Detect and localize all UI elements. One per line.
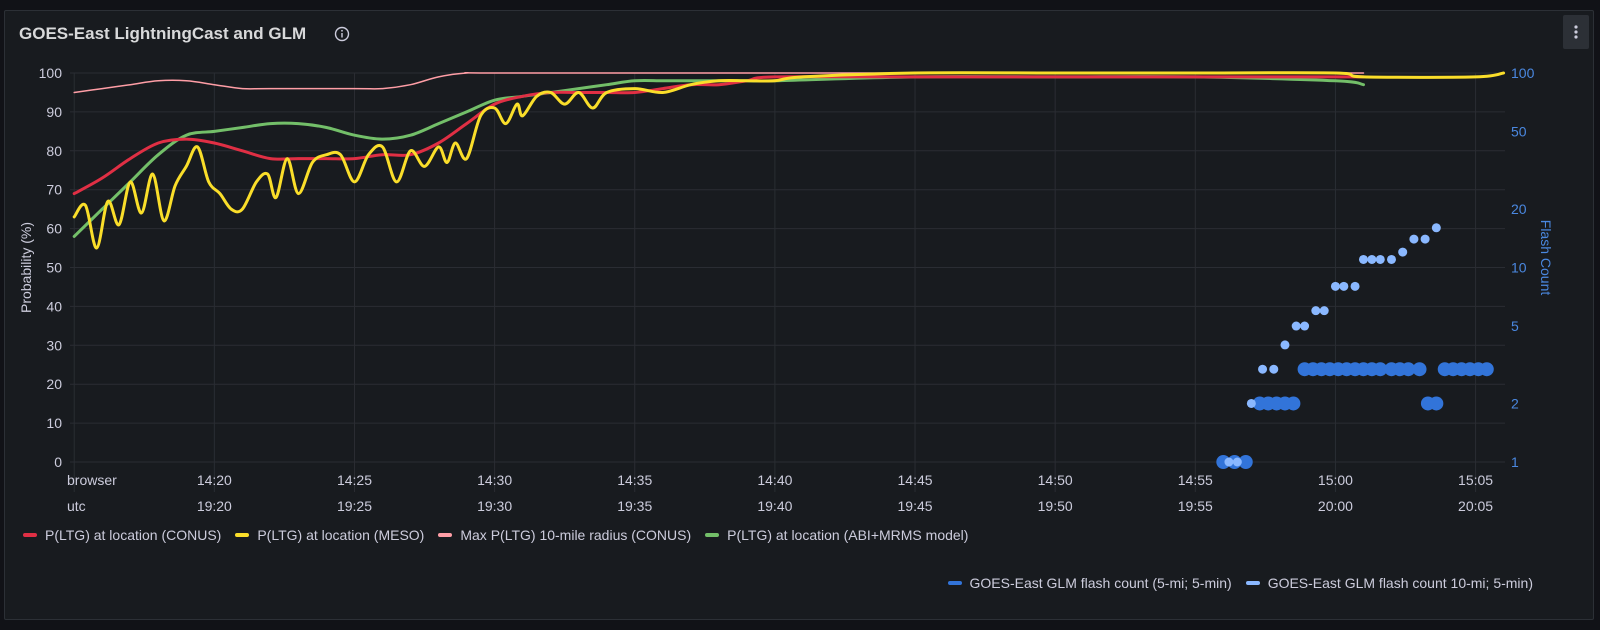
y-axis-tick-label: 90 bbox=[46, 104, 62, 120]
timezone-row-label: browser bbox=[67, 472, 117, 488]
y2-axis-title: Flash Count bbox=[1538, 220, 1554, 296]
legend-item[interactable]: GOES-East GLM flash count (5-mi; 5-min) bbox=[947, 575, 1232, 591]
legend-label: Max P(LTG) 10-mile radius (CONUS) bbox=[460, 527, 692, 543]
legend-row-2: GOES-East GLM flash count (5-mi; 5-min) G… bbox=[947, 575, 1533, 591]
x-axis-tick-label: 14:55 bbox=[1178, 472, 1213, 488]
glm10-point bbox=[1280, 340, 1290, 350]
y-axis-tick-label: 60 bbox=[46, 221, 62, 237]
info-circle-icon[interactable] bbox=[334, 26, 350, 42]
y2-axis-tick-label: 10 bbox=[1511, 260, 1527, 276]
legend-item[interactable]: P(LTG) at location (CONUS) bbox=[23, 527, 221, 543]
legend-label: GOES-East GLM flash count (5-mi; 5-min) bbox=[969, 575, 1232, 591]
timezone-row-label: utc bbox=[67, 498, 86, 514]
x-axis-tick-label: 14:35 bbox=[617, 472, 652, 488]
glm10-point bbox=[1319, 306, 1329, 316]
y2-axis-tick-label: 50 bbox=[1511, 124, 1527, 140]
panel-title: GOES-East LightningCast and GLM bbox=[19, 24, 307, 43]
chart-svg: 0 10 20 30 40 50 60 70 80 90 100 1 2 5 10 20 50 100 14:20 1… bbox=[18, 65, 1554, 514]
glm10-point bbox=[1375, 254, 1385, 264]
glm10-point bbox=[1330, 281, 1340, 291]
y-axis-title: Probability (%) bbox=[18, 222, 34, 313]
legend-label: P(LTG) at location (ABI+MRMS model) bbox=[727, 527, 969, 543]
conus-series-line bbox=[72, 75, 1365, 196]
glm5-point bbox=[1286, 396, 1301, 411]
x-axis-tick-label: 19:25 bbox=[337, 498, 372, 514]
glm10-point bbox=[1420, 234, 1430, 244]
glm10-point bbox=[1409, 234, 1419, 244]
glm5-point bbox=[1238, 455, 1253, 469]
glm10-point bbox=[1269, 364, 1279, 374]
glm10-point bbox=[1358, 254, 1368, 264]
y-axis-tick-label: 10 bbox=[46, 415, 62, 431]
glm10-point bbox=[1232, 457, 1242, 467]
x-axis-tick-label: 19:35 bbox=[617, 498, 652, 514]
x-axis-tick-label: 19:55 bbox=[1178, 498, 1213, 514]
chart-panel: GOES-East LightningCast and GLM 0 10 20 30 4… bbox=[4, 10, 1594, 620]
x-axis-tick-label: 14:25 bbox=[337, 472, 372, 488]
x-axis-tick-label: 14:50 bbox=[1038, 472, 1073, 488]
legend-swatch bbox=[1245, 581, 1260, 585]
glm5-point bbox=[1479, 362, 1494, 377]
x-axis-tick-label: 14:40 bbox=[757, 472, 792, 488]
glm10-point bbox=[1311, 306, 1321, 316]
x-axis-tick-label: 20:05 bbox=[1458, 498, 1493, 514]
panel-menu-button[interactable] bbox=[1563, 15, 1589, 49]
glm10-point bbox=[1339, 281, 1349, 291]
legend-swatch bbox=[23, 533, 37, 537]
x-axis-tick-label: 14:20 bbox=[197, 472, 232, 488]
glm10-point bbox=[1258, 364, 1268, 374]
y-axis-tick-label: 30 bbox=[46, 337, 62, 353]
x-axis-tick-label: 19:20 bbox=[197, 498, 232, 514]
y2-axis-tick-label: 5 bbox=[1511, 318, 1519, 334]
meso-series-line bbox=[72, 71, 1506, 250]
x-axis-tick-label: 19:45 bbox=[898, 498, 933, 514]
glm5-point bbox=[1401, 362, 1416, 377]
abi-series-line bbox=[72, 75, 1365, 238]
legend-item[interactable]: P(LTG) at location (ABI+MRMS model) bbox=[705, 527, 968, 543]
glm10-point bbox=[1291, 321, 1301, 331]
glm10-point bbox=[1431, 223, 1441, 233]
y2-axis-tick-label: 2 bbox=[1511, 395, 1519, 411]
legend-row-1: P(LTG) at location (CONUS) P(LTG) at loca… bbox=[23, 527, 968, 543]
x-axis-tick-label: 14:30 bbox=[477, 472, 512, 488]
glm5-point bbox=[1412, 362, 1427, 377]
legend-swatch bbox=[705, 533, 720, 537]
y-axis-tick-label: 20 bbox=[46, 376, 62, 392]
glm10-point bbox=[1398, 247, 1408, 257]
x-axis-tick-label: 20:00 bbox=[1318, 498, 1353, 514]
legend-label: GOES-East GLM flash count 10-mi; 5-min) bbox=[1267, 575, 1533, 591]
legend-swatch bbox=[438, 533, 453, 537]
legend-item[interactable]: GOES-East GLM flash count 10-mi; 5-min) bbox=[1245, 575, 1533, 591]
y2-axis-tick-label: 1 bbox=[1511, 454, 1519, 470]
glm10-point bbox=[1300, 321, 1310, 331]
legend-item[interactable]: Max P(LTG) 10-mile radius (CONUS) bbox=[438, 527, 691, 543]
x-axis-tick-label: 14:45 bbox=[898, 472, 933, 488]
glm5-point bbox=[1429, 396, 1444, 411]
legend-swatch bbox=[947, 581, 962, 585]
glm10-point bbox=[1246, 398, 1256, 408]
y-axis-tick-label: 100 bbox=[39, 65, 63, 81]
y2-axis-tick-label: 100 bbox=[1511, 65, 1535, 81]
y-axis-tick-label: 0 bbox=[54, 454, 62, 470]
legend-label: P(LTG) at location (MESO) bbox=[257, 527, 425, 543]
x-axis-tick-label: 15:05 bbox=[1458, 472, 1493, 488]
x-axis-tick-label: 19:40 bbox=[757, 498, 792, 514]
glm10-point bbox=[1224, 457, 1234, 467]
glm10-point bbox=[1350, 281, 1360, 291]
legend-label: P(LTG) at location (CONUS) bbox=[45, 527, 222, 543]
x-axis-tick-label: 19:50 bbox=[1038, 498, 1073, 514]
legend-swatch bbox=[235, 533, 250, 537]
y-axis-tick-label: 40 bbox=[46, 298, 62, 314]
glm10-point bbox=[1386, 254, 1396, 264]
legend-item[interactable]: P(LTG) at location (MESO) bbox=[235, 527, 424, 543]
y-axis-tick-label: 50 bbox=[46, 260, 62, 276]
x-axis-tick-label: 19:30 bbox=[477, 498, 512, 514]
x-axis-tick-label: 15:00 bbox=[1318, 472, 1353, 488]
glm10-point bbox=[1367, 254, 1377, 264]
y-axis-tick-label: 80 bbox=[46, 143, 62, 159]
glm5-point bbox=[1373, 362, 1388, 377]
y2-axis-tick-label: 20 bbox=[1511, 201, 1527, 217]
kebab-menu-icon bbox=[1574, 25, 1578, 39]
y-axis-tick-label: 70 bbox=[46, 182, 62, 198]
